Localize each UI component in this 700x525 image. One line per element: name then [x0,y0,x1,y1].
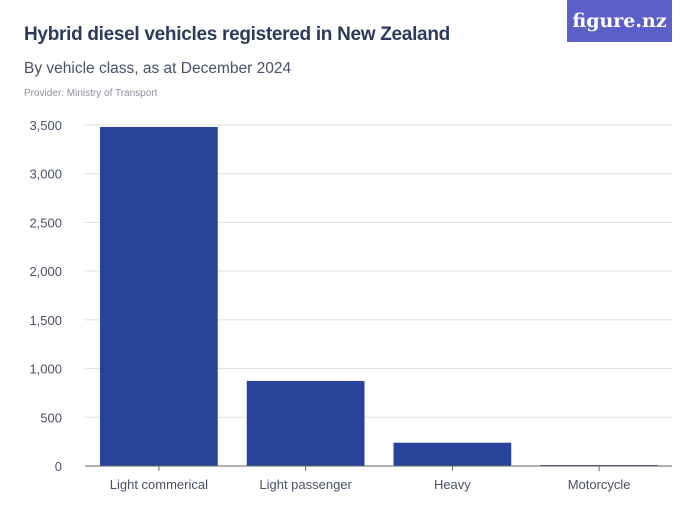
y-tick-label: 500 [40,410,62,425]
y-tick-label: 1,000 [29,362,62,377]
x-tick-label: Light passenger [259,477,352,492]
bar [246,380,365,466]
x-tick-label: Motorcycle [568,477,631,492]
bar [393,442,512,466]
y-tick-label: 2,000 [29,264,62,279]
bar [100,126,218,466]
x-tick-label: Light commerical [110,477,208,492]
y-tick-label: 2,500 [29,215,62,230]
y-tick-label: 3,500 [29,118,62,133]
x-tick-label: Heavy [434,477,471,492]
chart-subtitle: By vehicle class, as at December 2024 [24,60,292,77]
figure-nz-logo[interactable]: figure.nz [567,0,672,42]
provider-note: Provider: Ministry of Transport [24,88,158,99]
chart-title: Hybrid diesel vehicles registered in New… [24,24,450,45]
y-tick-label: 3,000 [29,167,62,182]
y-tick-label: 0 [55,459,62,474]
y-tick-label: 1,500 [29,313,62,328]
